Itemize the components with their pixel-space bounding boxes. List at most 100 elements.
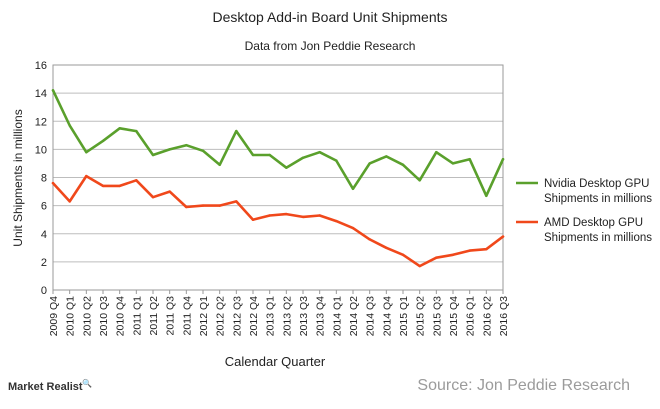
data-point: [285, 212, 288, 216]
brand-text: Market Realist: [8, 381, 83, 393]
x-tick-label: 2014 Q4: [381, 296, 393, 336]
data-point: [51, 181, 55, 185]
data-point: [485, 248, 488, 251]
y-tick-label-10: 10: [35, 144, 47, 156]
x-tick-label: 2011 Q2: [148, 296, 160, 336]
legend-label-nvidia: Shipments in millions: [544, 193, 652, 205]
x-tick-label: 2014 Q1: [331, 296, 343, 336]
x-tick-label: 2013 Q3: [298, 296, 310, 336]
data-point: [418, 179, 421, 182]
data-point: [435, 150, 438, 154]
x-tick-label: 2012 Q3: [231, 296, 243, 336]
data-point: [201, 204, 205, 207]
data-point: [385, 155, 388, 158]
data-point: [235, 129, 238, 133]
data-point: [101, 139, 105, 143]
data-point: [485, 194, 488, 197]
data-point: [185, 205, 188, 209]
y-tick-label-6: 6: [41, 201, 47, 213]
data-point: [268, 153, 271, 157]
data-point: [351, 226, 355, 230]
source-credit: Source: Jon Peddie Research: [417, 377, 630, 394]
x-tick-label: 2010 Q2: [81, 296, 93, 336]
x-tick-label: 2013 Q2: [281, 296, 293, 336]
data-point: [451, 253, 455, 257]
y-tick-label-4: 4: [41, 229, 47, 241]
y-tick-label-16: 16: [35, 60, 47, 72]
data-point: [151, 195, 155, 199]
y-tick-label-8: 8: [41, 173, 47, 185]
legend-label-nvidia: Nvidia Desktop GPU: [544, 178, 649, 190]
x-tick-label: 2016 Q2: [481, 296, 493, 336]
x-tick-label: 2010 Q1: [65, 296, 77, 336]
series-line-amd: [51, 174, 505, 268]
data-point: [368, 238, 371, 241]
legend: Nvidia Desktop GPU Shipments in millions A…: [516, 178, 652, 244]
data-point: [251, 218, 255, 221]
data-point: [301, 156, 305, 160]
x-tick-label: 2014 Q3: [365, 296, 377, 336]
x-tick-label: 2015 Q3: [431, 296, 443, 336]
legend-label-amd: AMD Desktop GPU: [544, 217, 643, 229]
magnifier-icon: 🔍: [82, 378, 92, 388]
data-point: [201, 149, 205, 152]
x-tick-label: 2014 Q2: [348, 296, 360, 336]
series-line-nvidia: [51, 89, 505, 198]
data-point: [285, 166, 288, 169]
x-tick-label: 2015 Q4: [448, 296, 460, 336]
x-tick-label: 2015 Q2: [415, 296, 427, 336]
x-tick-label: 2013 Q4: [315, 296, 327, 336]
data-point: [318, 150, 321, 154]
data-point: [385, 246, 388, 250]
y-tick-label-0: 0: [41, 285, 47, 297]
data-point: [218, 163, 221, 167]
data-point: [118, 184, 121, 188]
data-point: [185, 143, 188, 147]
x-axis-label: Calendar Quarter: [225, 354, 326, 369]
data-point: [101, 184, 105, 188]
data-point: [85, 150, 88, 154]
y-axis-ticks: 0 2 4 6 8 10 12 14 16: [35, 60, 47, 297]
x-tick-label: 2015 Q1: [398, 296, 410, 336]
data-point: [435, 256, 438, 259]
data-point: [468, 158, 471, 161]
chart-title: Desktop Add-in Board Unit Shipments: [212, 9, 447, 25]
data-point: [135, 179, 138, 182]
data-point: [401, 163, 405, 167]
data-point: [501, 235, 505, 238]
x-tick-label: 2011 Q1: [131, 296, 143, 336]
data-point: [118, 127, 121, 130]
series-lines: [51, 89, 505, 268]
data-point: [251, 153, 255, 157]
data-point: [151, 153, 155, 157]
data-point: [335, 219, 338, 223]
market-realist-logo: Market Realist 🔍: [8, 378, 92, 393]
y-axis-label: Unit Shipments in millions: [11, 109, 25, 246]
data-point: [218, 204, 221, 207]
data-point: [501, 158, 505, 161]
data-point: [68, 124, 71, 127]
x-axis-ticks: 2009 Q4 2010 Q1 2010 Q2 2010 Q3 2010 Q4 2011 …: [48, 290, 510, 336]
data-point: [235, 200, 238, 203]
data-point: [468, 249, 471, 252]
data-point: [335, 159, 338, 162]
data-point: [268, 214, 271, 217]
plot-area-frame: [52, 64, 504, 291]
gridlines: [53, 64, 503, 291]
data-point: [418, 264, 421, 268]
data-point: [401, 253, 405, 257]
data-point: [135, 129, 138, 133]
data-point: [168, 148, 171, 151]
x-tick-label: 2011 Q4: [181, 296, 193, 336]
x-tick-label: 2010 Q4: [115, 296, 127, 336]
data-point: [85, 174, 88, 178]
data-point: [68, 200, 71, 203]
data-point: [351, 187, 355, 190]
x-tick-label: 2011 Q3: [165, 296, 177, 336]
y-tick-label-14: 14: [35, 88, 47, 100]
x-tick-label: 2012 Q1: [198, 296, 210, 336]
x-tick-label: 2009 Q4: [48, 296, 60, 336]
data-point: [451, 162, 455, 165]
